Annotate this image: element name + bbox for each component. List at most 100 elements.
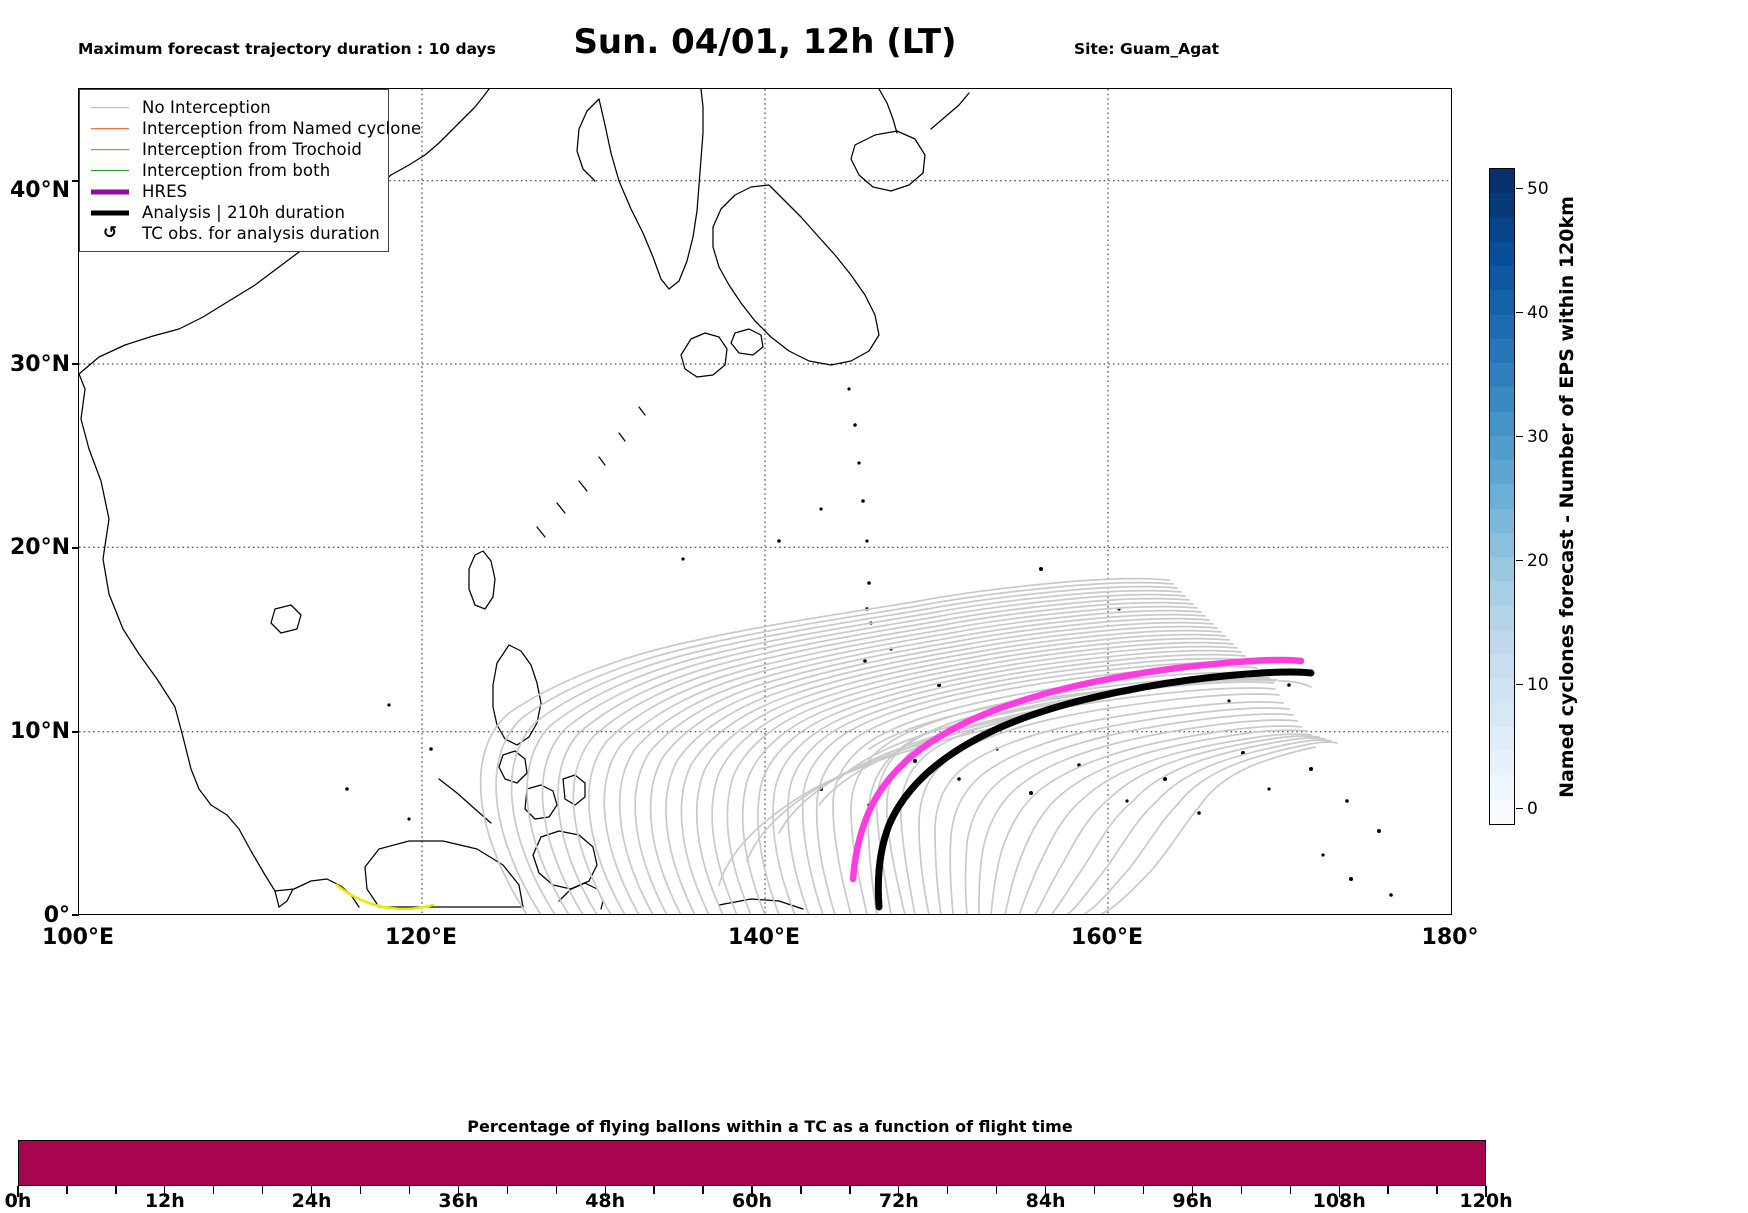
- header-right-line-0: Site: Guam_Agat: [1074, 40, 1220, 59]
- analysis-track: [874, 668, 1315, 911]
- x-tick-label-4: 180°: [1421, 925, 1479, 950]
- progress-tick-label: 120h: [1459, 1190, 1513, 1212]
- colorbar-segment: [1490, 338, 1514, 363]
- colorbar-tick-0: [1516, 808, 1523, 810]
- colorbar-segment: [1490, 654, 1514, 679]
- legend-swatch-named-cyclone: [88, 118, 132, 139]
- progress-tick-label: 0h: [4, 1190, 32, 1212]
- progress-tick-mark: [408, 1186, 411, 1194]
- y-tick-label-0: 0°: [43, 903, 70, 928]
- progress-tick-mark: [310, 1186, 313, 1197]
- colorbar-segment: [1490, 266, 1514, 291]
- progress-tick-label: 84h: [1025, 1190, 1066, 1212]
- progress-tick-mark: [1191, 1186, 1194, 1197]
- progress-tick-mark: [1289, 1186, 1291, 1194]
- progress-bar-track[interactable]: [18, 1140, 1486, 1186]
- colorbar: [1489, 168, 1515, 825]
- ensemble-trajectories: [479, 577, 1338, 914]
- legend-swatch-analysis: [88, 202, 132, 223]
- colorbar-label-40: 40: [1527, 303, 1549, 323]
- progress-tick-mark: [555, 1186, 557, 1194]
- legend-label-tc-obs: TC obs. for analysis duration: [142, 224, 380, 243]
- colorbar-title: Named cyclones forecast - Number of EPS …: [1553, 168, 1581, 825]
- legend-item-hres[interactable]: HRES: [88, 181, 379, 202]
- colorbar-segment: [1490, 726, 1514, 751]
- legend-label-hres: HRES: [142, 182, 188, 201]
- colorbar-title-text: Named cyclones forecast - Number of EPS …: [1556, 195, 1579, 798]
- legend-item-tc-obs[interactable]: ↺ TC obs. for analysis duration: [88, 223, 380, 244]
- legend-item-no-interception[interactable]: No Interception: [88, 97, 379, 118]
- colorbar-segment: [1490, 629, 1514, 654]
- progress-tick-label: 108h: [1312, 1190, 1366, 1212]
- colorbar-segment: [1490, 169, 1514, 194]
- colorbar-label-10: 10: [1527, 675, 1549, 695]
- legend-label-named-cyclone: Interception from Named cyclone: [142, 119, 422, 138]
- colorbar-label-0: 0: [1527, 799, 1538, 819]
- progress-tick-label: 12h: [144, 1190, 185, 1212]
- progress-tick-mark: [17, 1186, 19, 1197]
- y-tick-mark-1: [72, 731, 79, 733]
- progress-tick-mark: [849, 1186, 851, 1194]
- map-legend: No Interception Interception from Named …: [79, 89, 421, 252]
- colorbar-segment: [1490, 363, 1514, 388]
- progress-tick-mark: [115, 1186, 117, 1194]
- progress-tick-mark: [653, 1186, 655, 1194]
- colorbar-tick-20: [1516, 560, 1523, 562]
- x-tick-label-1: 120°E: [385, 925, 457, 950]
- y-tick-label-3: 30°N: [9, 352, 70, 377]
- colorbar-segment: [1490, 799, 1514, 824]
- progress-tick-mark: [1485, 1186, 1487, 1197]
- progress-bar-fill: [19, 1141, 1485, 1185]
- colorbar-segment: [1490, 241, 1514, 266]
- colorbar-tick-50: [1516, 188, 1523, 190]
- colorbar-segment: [1490, 217, 1514, 242]
- progress-tick-mark: [1338, 1186, 1340, 1197]
- colorbar-segment: [1490, 411, 1514, 436]
- y-tick-mark-0: [72, 914, 79, 916]
- colorbar-segment: [1490, 605, 1514, 630]
- progress-tick-mark: [66, 1186, 68, 1194]
- y-tick-mark-2: [72, 547, 79, 549]
- progress-tick-mark: [702, 1186, 704, 1194]
- progress-tick-mark: [164, 1186, 166, 1197]
- legend-label-no-interception: No Interception: [142, 98, 271, 117]
- legend-label-both: Interception from both: [142, 161, 331, 180]
- header-left-line-0: Maximum forecast trajectory duration : 1…: [78, 40, 496, 59]
- map-svg: [79, 89, 1451, 914]
- island-dots: [345, 507, 1393, 897]
- y-tick-label-1: 10°N: [9, 719, 70, 744]
- trochoid-interception-track: [335, 883, 435, 911]
- progress-tick-mark: [1387, 1186, 1389, 1194]
- legend-item-trochoid[interactable]: Interception from Trochoid: [88, 139, 379, 160]
- colorbar-segment: [1490, 460, 1514, 485]
- colorbar-tick-40: [1516, 312, 1523, 314]
- y-tick-mark-4: [72, 180, 79, 182]
- legend-item-analysis[interactable]: Analysis | 210h duration: [88, 202, 379, 223]
- progress-tick-mark: [898, 1186, 900, 1197]
- progress-tick-label: 96h: [1172, 1190, 1213, 1212]
- colorbar-tick-10: [1516, 684, 1523, 686]
- progress-tick-label: 36h: [438, 1190, 479, 1212]
- y-tick-mark-3: [72, 363, 79, 365]
- colorbar-tick-30: [1516, 436, 1523, 438]
- legend-label-analysis: Analysis | 210h duration: [142, 203, 346, 222]
- progress-tick-mark: [1240, 1186, 1243, 1194]
- progress-tick-label: 72h: [878, 1190, 919, 1212]
- legend-swatch-no-interception: [88, 97, 132, 118]
- x-tick-label-3: 160°E: [1071, 925, 1143, 950]
- progress-bar-title: Percentage of flying ballons within a TC…: [467, 1117, 1073, 1136]
- colorbar-segment: [1490, 702, 1514, 727]
- legend-swatch-hres: [88, 181, 132, 202]
- legend-item-named-cyclone[interactable]: Interception from Named cyclone: [88, 118, 421, 139]
- progress-tick-mark: [457, 1186, 460, 1197]
- x-tick-label-0: 100°E: [42, 925, 114, 950]
- y-tick-label-4: 40°N: [9, 178, 70, 203]
- progress-tick-mark: [751, 1186, 753, 1197]
- colorbar-label-50: 50: [1527, 179, 1549, 199]
- progress-tick-label: 60h: [732, 1190, 772, 1212]
- y-tick-label-2: 20°N: [9, 535, 70, 560]
- progress-tick-label: 24h: [291, 1190, 332, 1212]
- colorbar-segment: [1490, 435, 1514, 460]
- legend-item-both[interactable]: Interception from both: [88, 160, 379, 181]
- colorbar-label-30: 30: [1527, 427, 1549, 447]
